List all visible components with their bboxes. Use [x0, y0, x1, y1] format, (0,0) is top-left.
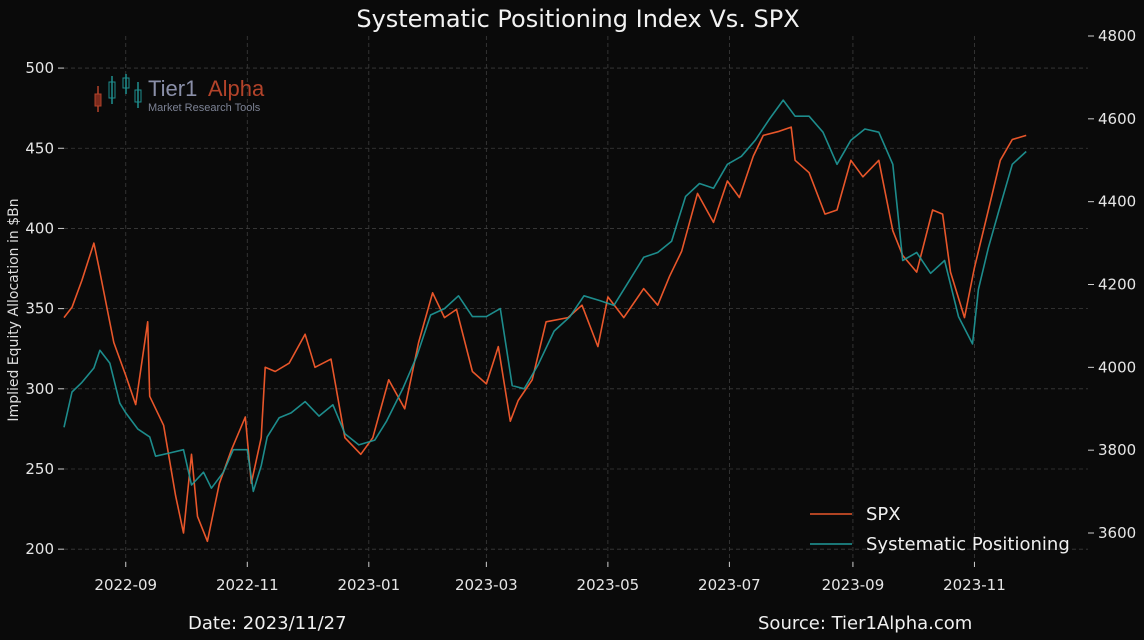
footer-date: Date: 2023/11/27 — [188, 613, 347, 634]
legend-label-systematic-positioning: Systematic Positioning — [866, 534, 1070, 555]
y-tick-label: 500 — [25, 59, 54, 77]
series-line-spx — [63, 126, 1027, 543]
y-tick-label: 450 — [25, 139, 54, 157]
x-tick-label: 2023-09 — [822, 576, 885, 594]
y2-tick-label: 4400 — [1098, 193, 1136, 211]
y-tick-label: 300 — [25, 380, 54, 398]
x-tick-label: 2023-05 — [577, 576, 640, 594]
x-tick-label: 2023-07 — [698, 576, 761, 594]
legend: SPX Systematic Positioning — [810, 504, 1070, 555]
x-tick-label: 2023-01 — [337, 576, 400, 594]
y2-tick-label: 3800 — [1098, 441, 1136, 459]
y-axis-label: Implied Equity Allocation in $Bn — [6, 198, 22, 421]
series-line-systematic-positioning — [63, 99, 1027, 493]
x-axis: 2022-09 2022-11 2023-01 2023-03 2023-05 2023-… — [94, 562, 1006, 594]
y2-tick-label: 4000 — [1098, 358, 1136, 376]
logo-name: Tier1 — [148, 76, 197, 101]
x-tick-label: 2022-09 — [94, 576, 157, 594]
y-axis-right: 3600 3800 4000 4200 4400 4600 4800 — [1088, 27, 1136, 542]
logo-subtitle: Market Research Tools — [148, 102, 261, 114]
grid-lines — [64, 36, 1088, 562]
tier1alpha-logo: Tier1 Alpha Market Research Tools — [94, 74, 265, 114]
x-tick-label: 2023-11 — [943, 576, 1006, 594]
x-tick-label: 2023-03 — [455, 576, 518, 594]
candlestick-icon — [94, 74, 142, 112]
y2-tick-label: 3600 — [1098, 524, 1136, 542]
chart-title: Systematic Positioning Index Vs. SPX — [356, 5, 799, 33]
series-lines — [63, 99, 1027, 543]
footer-source: Source: Tier1Alpha.com — [758, 613, 972, 634]
y-tick-label: 200 — [25, 540, 54, 558]
y-tick-label: 400 — [25, 219, 54, 237]
x-tick-label: 2022-11 — [216, 576, 279, 594]
y2-tick-label: 4600 — [1098, 110, 1136, 128]
y-tick-label: 350 — [25, 300, 54, 318]
y2-tick-label: 4800 — [1098, 27, 1136, 45]
legend-label-spx: SPX — [866, 504, 901, 525]
y2-tick-label: 4200 — [1098, 276, 1136, 294]
logo-name-accent: Alpha — [208, 76, 265, 101]
y-axis-left: 200 250 300 350 400 450 500 — [25, 59, 64, 558]
y-tick-label: 250 — [25, 460, 54, 478]
